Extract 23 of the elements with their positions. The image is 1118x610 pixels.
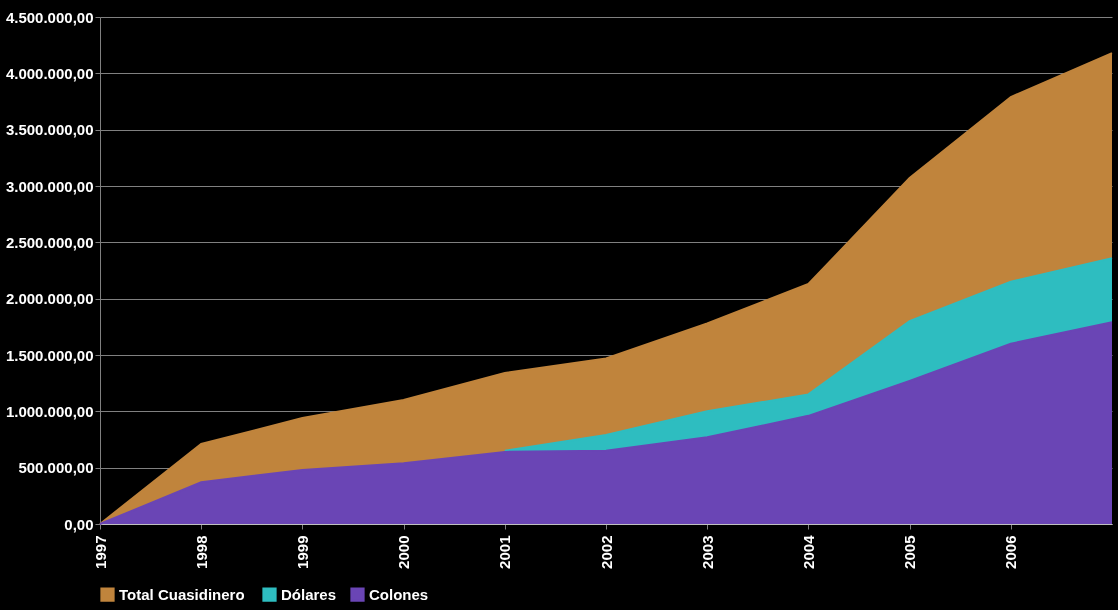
- x-tick-label: 2005: [901, 535, 919, 569]
- x-tick-label: 2002: [597, 535, 615, 569]
- x-tick-label: 2001: [496, 535, 514, 569]
- x-tick-label: 1998: [192, 535, 210, 569]
- x-tick-label: 2003: [698, 535, 716, 569]
- x-tick-label: 1997: [91, 535, 109, 569]
- legend-label: Colones: [369, 585, 429, 603]
- y-tick-label: 500.000,00: [18, 459, 94, 477]
- x-tick-label: 1999: [293, 535, 311, 569]
- legend-label: Total Cuasidinero: [119, 585, 245, 603]
- x-tick-label: 2006: [1002, 535, 1020, 569]
- y-tick-label: 4.500.000,00: [5, 8, 94, 26]
- y-tick-label: 3.500.000,00: [5, 121, 94, 139]
- y-tick-label: 2.000.000,00: [5, 290, 94, 308]
- y-tick-label: 1.500.000,00: [5, 346, 94, 364]
- y-tick-label: 1.000.000,00: [5, 402, 94, 420]
- x-tick-label: 2004: [799, 534, 817, 569]
- y-tick-label: 4.000.000,00: [5, 64, 94, 82]
- y-tick-label: 2.500.000,00: [5, 233, 94, 251]
- x-tick-label: 2000: [395, 535, 413, 569]
- legend-label: Dólares: [281, 585, 337, 603]
- y-tick-label: 3.000.000,00: [5, 177, 94, 195]
- y-tick-label: 0,00: [64, 515, 94, 533]
